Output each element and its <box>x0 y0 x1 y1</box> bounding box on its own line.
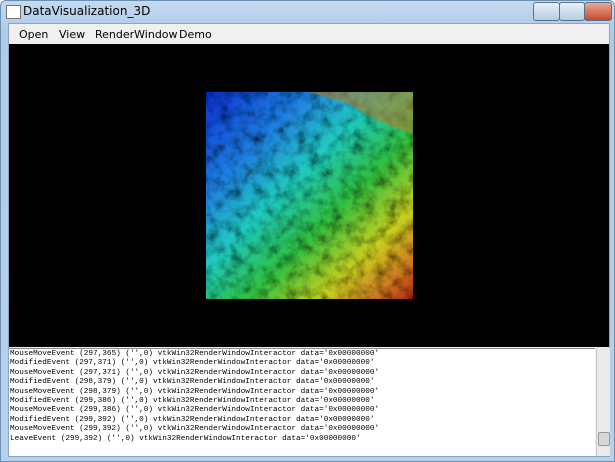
log-textbox[interactable]: MouseMoveEvent (297,365) ('',0) vtkWin32… <box>9 348 595 456</box>
render-canvas <box>206 92 413 299</box>
log-line: MouseMoveEvent (297,365) ('',0) vtkWin32… <box>10 350 380 358</box>
scroll-thumb[interactable] <box>598 432 610 446</box>
log-line: MouseMoveEvent (297,371) ('',0) vtkWin32… <box>10 368 380 377</box>
menu-item[interactable]: Open <box>19 28 49 41</box>
scrollbar[interactable] <box>596 348 610 456</box>
log-line: ModifiedEvent (298,379) ('',0) vtkWin32R… <box>10 378 375 387</box>
render-window[interactable] <box>9 44 609 347</box>
client-area: Open View RenderWindow Demo <box>8 23 610 457</box>
terrain-image <box>206 92 413 299</box>
log-line: LeaveEvent (299,392) ('',0) vtkWin32Rend… <box>10 434 361 443</box>
log-line: MouseMoveEvent (298,379) ('',0) vtkWin32… <box>10 387 380 396</box>
log-line: MouseMoveEvent (299,386) ('',0) vtkWin32… <box>10 406 380 415</box>
log-line: ModifiedEvent (299,386) ('',0) vtkWin32R… <box>10 397 375 405</box>
log-line: ModifiedEvent (297,371) ('',0) vtkWin32R… <box>10 359 375 368</box>
minimize-button[interactable] <box>533 2 560 21</box>
menu-item[interactable]: RenderWindow <box>95 28 178 41</box>
log-line: ModifiedEvent (299,392) ('',0) vtkWin32R… <box>10 415 375 424</box>
close-button[interactable] <box>584 2 612 21</box>
log-line: MouseMoveEvent (299,392) ('',0) vtkWin32… <box>10 425 380 434</box>
menu-bar: Open View RenderWindow Demo <box>9 24 609 43</box>
window-title: DataVisualization_3D <box>23 4 151 18</box>
maximize-button[interactable] <box>559 2 585 21</box>
menu-item[interactable]: Demo <box>179 28 212 41</box>
app-icon <box>6 5 21 19</box>
terrain-highlands <box>309 92 413 134</box>
menu-item[interactable]: View <box>59 28 86 41</box>
